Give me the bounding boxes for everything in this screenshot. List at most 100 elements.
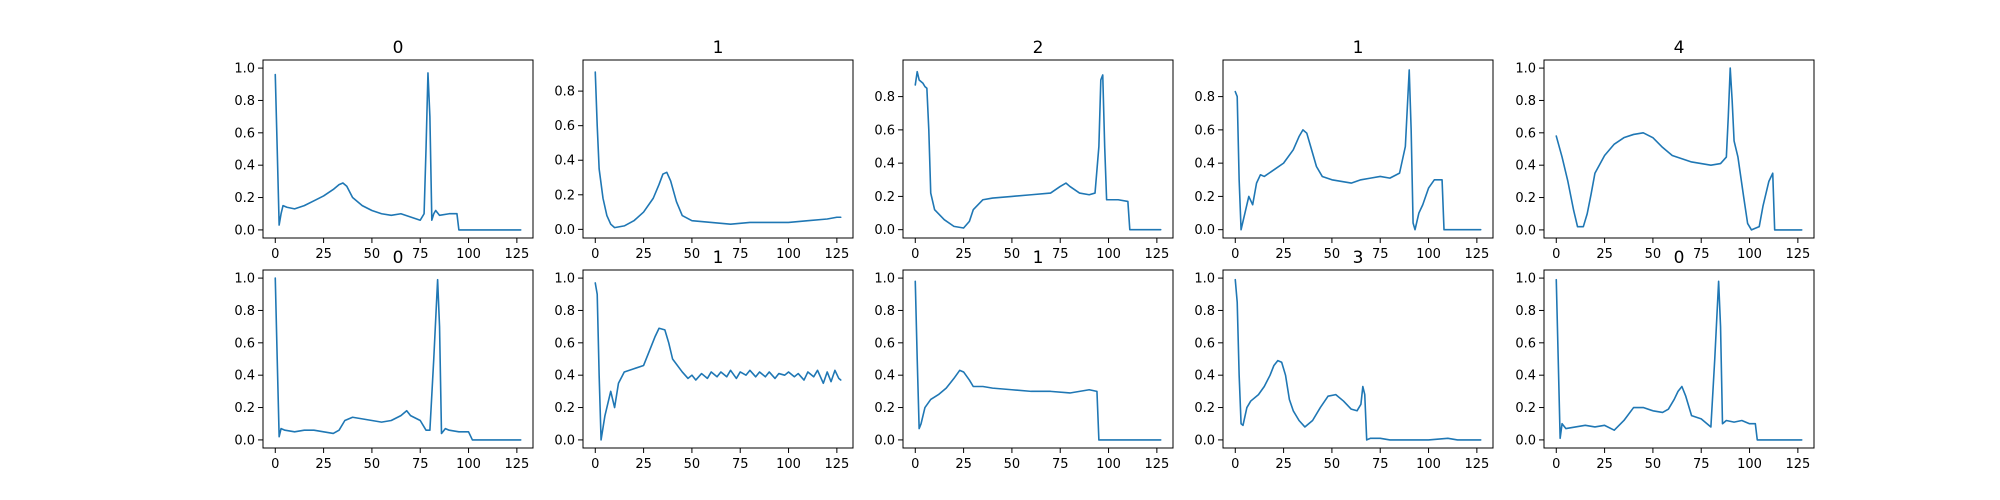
y-tick-label: 0.0 <box>1194 223 1215 238</box>
axes-frame <box>1543 269 1815 449</box>
y-tick-label: 0.0 <box>234 223 255 238</box>
x-tick-label: 0 <box>1552 247 1560 262</box>
y-tick-label: 0.0 <box>1515 433 1536 448</box>
axes-frame <box>262 59 534 239</box>
y-tick-label: 1.0 <box>1194 272 1215 287</box>
subplot-title: 2 <box>1033 38 1044 58</box>
y-tick-label: 0.6 <box>874 336 895 351</box>
y-tick-label: 0.6 <box>234 126 255 141</box>
y-tick-label: 0.8 <box>1515 94 1536 109</box>
x-tick-label: 100 <box>1737 457 1762 472</box>
y-tick-label: 0.8 <box>874 304 895 319</box>
subplot-title: 0 <box>393 248 404 268</box>
subplot-title: 3 <box>1353 248 1364 268</box>
y-tick-label: 0.8 <box>554 85 575 100</box>
subplot-title: 1 <box>1033 248 1044 268</box>
y-tick-label: 0.2 <box>874 190 895 205</box>
x-tick-label: 125 <box>1785 247 1810 262</box>
x-tick-label: 100 <box>1416 247 1441 262</box>
x-tick-label: 50 <box>684 457 701 472</box>
x-tick-label: 75 <box>412 247 429 262</box>
x-tick-label: 125 <box>1144 247 1169 262</box>
y-tick-label: 0.2 <box>554 188 575 203</box>
subplot: 0 25 50 75 100 125 0.0 0.2 0.4 0.6 0.8 1.0 1 <box>874 248 1174 472</box>
y-tick-label: 0.0 <box>874 223 895 238</box>
axes-frame <box>1543 59 1815 239</box>
series-line <box>914 280 1162 441</box>
subplot-title: 1 <box>713 38 724 58</box>
x-tick-label: 25 <box>315 457 332 472</box>
series-line <box>274 72 522 231</box>
axes-frame <box>582 59 854 239</box>
x-tick-label: 0 <box>591 457 599 472</box>
x-tick-label: 0 <box>591 247 599 262</box>
y-tick-label: 0.4 <box>1194 157 1215 172</box>
y-tick-label: 0.6 <box>1515 336 1536 351</box>
x-tick-label: 0 <box>1231 457 1239 472</box>
x-tick-label: 50 <box>1324 247 1341 262</box>
subplot: 0 25 50 75 100 125 0.0 0.2 0.4 0.6 0.8 1.0 0 <box>234 38 534 262</box>
y-tick-label: 0.8 <box>874 90 895 105</box>
y-tick-label: 0.8 <box>234 94 255 109</box>
x-tick-label: 25 <box>635 457 652 472</box>
y-tick-label: 0.2 <box>1515 401 1536 416</box>
x-tick-label: 125 <box>824 247 849 262</box>
x-tick-label: 75 <box>732 247 749 262</box>
y-tick-label: 0.4 <box>554 154 575 169</box>
y-tick-label: 0.2 <box>234 191 255 206</box>
axes-frame <box>1222 59 1494 239</box>
y-tick-label: 0.8 <box>234 304 255 319</box>
x-tick-label: 125 <box>1144 457 1169 472</box>
x-tick-label: 25 <box>955 457 972 472</box>
y-tick-label: 0.2 <box>234 401 255 416</box>
y-tick-label: 0.0 <box>554 223 575 238</box>
subplot-title: 0 <box>393 38 404 58</box>
y-tick-label: 0.6 <box>234 336 255 351</box>
x-tick-label: 75 <box>1693 247 1710 262</box>
subplot-title: 0 <box>1674 248 1685 268</box>
y-tick-label: 0.2 <box>874 401 895 416</box>
x-tick-label: 75 <box>1693 457 1710 472</box>
x-tick-label: 100 <box>1096 247 1121 262</box>
x-tick-label: 125 <box>1464 247 1489 262</box>
x-tick-label: 100 <box>456 247 481 262</box>
y-tick-label: 1.0 <box>1515 272 1536 287</box>
y-tick-label: 0.0 <box>1194 433 1215 448</box>
y-tick-label: 0.6 <box>1194 336 1215 351</box>
series-line <box>1555 67 1803 231</box>
x-tick-label: 75 <box>1052 247 1069 262</box>
y-tick-label: 0.6 <box>1515 126 1536 141</box>
y-tick-label: 0.8 <box>1194 304 1215 319</box>
series-line <box>1234 278 1482 441</box>
x-tick-label: 125 <box>824 457 849 472</box>
x-tick-label: 0 <box>1552 457 1560 472</box>
subplot-title: 4 <box>1674 38 1685 58</box>
y-tick-label: 0.6 <box>554 336 575 351</box>
axes-frame <box>1222 269 1494 449</box>
series-line <box>1555 278 1803 441</box>
y-tick-label: 1.0 <box>874 272 895 287</box>
y-tick-label: 1.0 <box>554 272 575 287</box>
subplot: 0 25 50 75 100 125 0.0 0.2 0.4 0.6 0.8 1 <box>554 38 854 262</box>
axes-frame <box>582 269 854 449</box>
y-tick-label: 0.0 <box>1515 223 1536 238</box>
y-tick-label: 1.0 <box>234 62 255 77</box>
x-tick-label: 75 <box>732 457 749 472</box>
x-tick-label: 50 <box>684 247 701 262</box>
y-tick-label: 1.0 <box>1515 62 1536 77</box>
subplot: 0 25 50 75 100 125 0.0 0.2 0.4 0.6 0.8 1 <box>1194 38 1494 262</box>
x-tick-label: 50 <box>364 247 381 262</box>
x-tick-label: 50 <box>1645 457 1662 472</box>
series-line <box>914 70 1162 231</box>
y-tick-label: 0.4 <box>234 159 255 174</box>
y-tick-label: 0.6 <box>1194 123 1215 138</box>
x-tick-label: 50 <box>364 457 381 472</box>
x-tick-label: 125 <box>504 247 529 262</box>
x-tick-label: 25 <box>1596 457 1613 472</box>
y-tick-label: 0.4 <box>234 369 255 384</box>
y-tick-label: 0.4 <box>1515 159 1536 174</box>
x-tick-label: 100 <box>1096 457 1121 472</box>
x-tick-label: 25 <box>1275 247 1292 262</box>
